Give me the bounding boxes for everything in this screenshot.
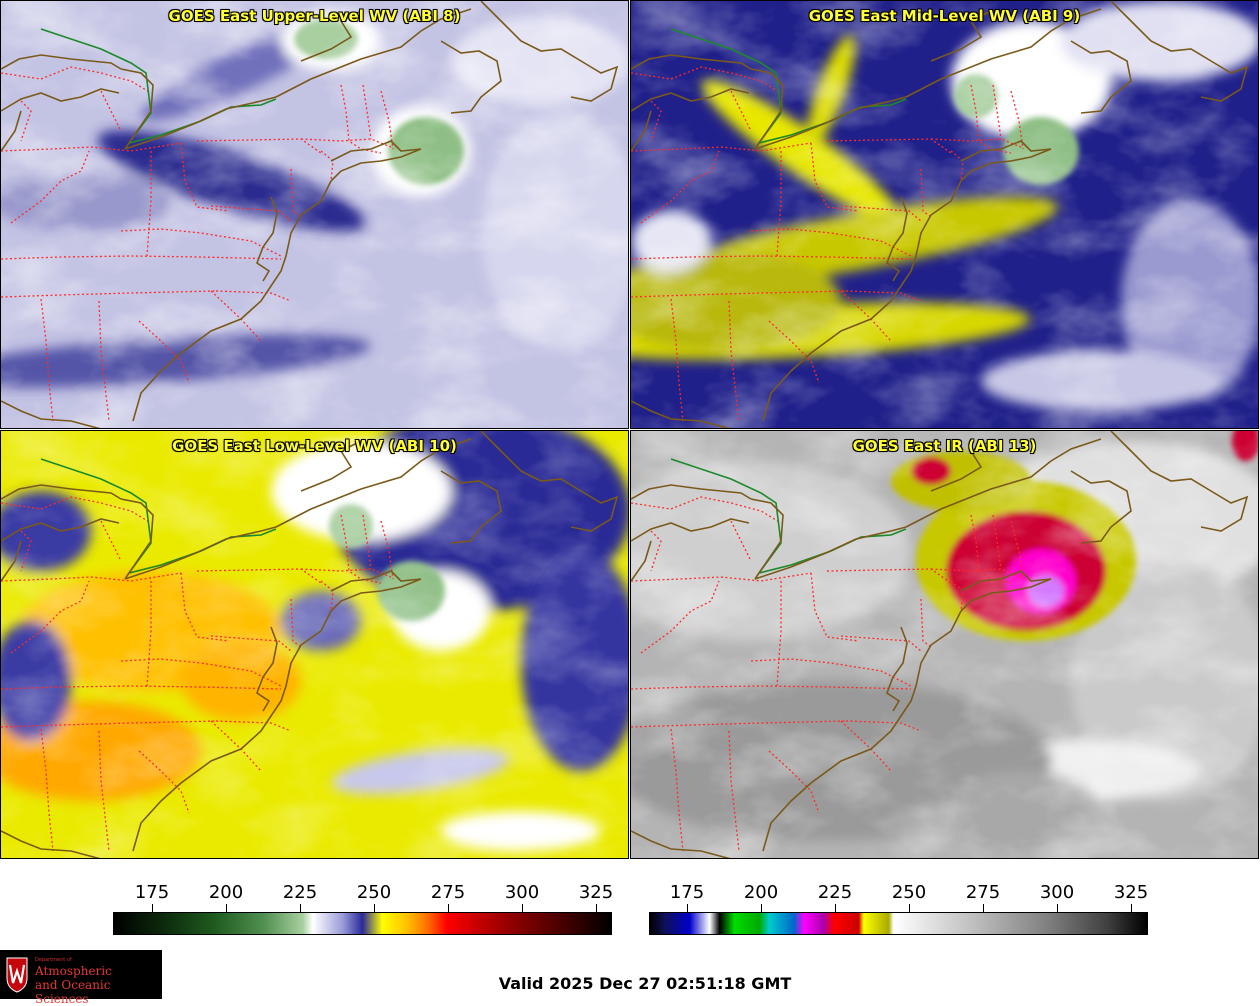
colorbar-tick [1131,904,1132,912]
colorbar-tick [374,904,375,912]
colorbar-tick-label: 175 [669,882,705,903]
colorbar-tick-label: 250 [891,882,927,903]
colorbar-tick [448,904,449,912]
low-level-wv-image [1,431,628,858]
colorbar-tick [596,904,597,912]
colorbar-tick-label: 200 [208,882,244,903]
colorbar-tick-label: 200 [743,882,779,903]
colorbar-tick-label: 300 [504,882,540,903]
logo-line-1: Atmospheric [35,964,112,978]
colorbar-tick [835,904,836,912]
colorbar-tick [909,904,910,912]
colorbar-tick [687,904,688,912]
upper-level-wv-image [1,1,628,428]
colorbar-tick-label: 325 [578,882,614,903]
panel-title: GOES East IR (ABI 13) [852,437,1037,455]
colorbar-tick [300,904,301,912]
panel-low-level-wv: GOES East Low-Level WV (ABI 10) [0,430,629,859]
panel-title: GOES East Mid-Level WV (ABI 9) [808,7,1081,25]
colorbar-tick [1057,904,1058,912]
colorbar-tick-label: 275 [430,882,466,903]
colorbar-tick [761,904,762,912]
colorbar-tick-label: 175 [134,882,170,903]
colorbar-tick-label: 225 [817,882,853,903]
mid-level-wv-image [631,1,1258,428]
colorbar-tick-label: 325 [1113,882,1149,903]
colorbar-tick [152,904,153,912]
colorbar-tick-label: 275 [965,882,1001,903]
colorbar-tick [226,904,227,912]
colorbar-tick-label: 300 [1039,882,1075,903]
ir-image [631,431,1258,858]
panel-title: GOES East Upper-Level WV (ABI 8) [168,7,461,25]
panel-mid-level-wv: GOES East Mid-Level WV (ABI 9) [630,0,1259,429]
panel-ir: GOES East IR (ABI 13) [630,430,1259,859]
colorbar-infrared [649,912,1148,935]
colorbar-tick [522,904,523,912]
colorbar-tick-label: 225 [282,882,318,903]
colorbar-water-vapor [113,912,612,935]
logo-department-line: Department of [35,957,72,963]
colorbar-tick [983,904,984,912]
uw-crest-icon [6,957,28,993]
panel-upper-level-wv: GOES East Upper-Level WV (ABI 8) [0,0,629,429]
valid-time-label: Valid 2025 Dec 27 02:51:18 GMT [498,974,792,993]
colorbar-tick-label: 250 [356,882,392,903]
panel-title: GOES East Low-Level WV (ABI 10) [172,437,457,455]
